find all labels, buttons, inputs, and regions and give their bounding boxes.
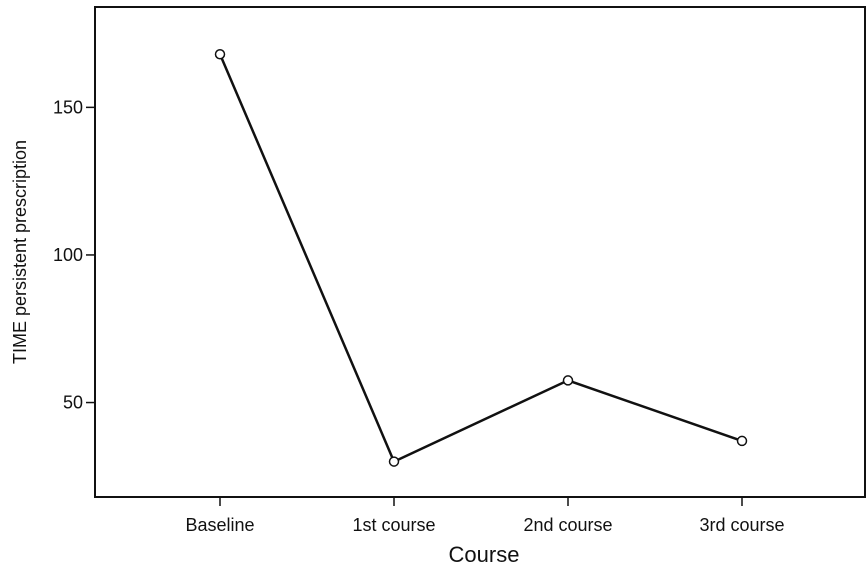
y-tick-label: 50 <box>63 393 83 413</box>
data-point <box>736 435 748 447</box>
x-tick-label: Baseline <box>185 515 254 535</box>
data-point <box>214 48 226 60</box>
series-line <box>218 53 743 463</box>
y-axis: 50 100 150 <box>53 97 95 413</box>
x-axis: Baseline 1st course 2nd course 3rd course <box>185 497 785 535</box>
x-tick-label: 2nd course <box>523 515 612 535</box>
y-axis-title: TIME persistent prescription <box>10 140 30 364</box>
y-tick-label: 100 <box>53 245 83 265</box>
x-axis-title: Course <box>449 542 520 567</box>
data-point <box>388 456 400 467</box>
data-point <box>562 375 574 386</box>
plot-frame <box>94 6 866 498</box>
y-tick-label: 150 <box>53 97 83 117</box>
series-layer <box>214 48 748 467</box>
x-tick-label: 1st course <box>352 515 435 535</box>
x-tick-label: 3rd course <box>699 515 784 535</box>
